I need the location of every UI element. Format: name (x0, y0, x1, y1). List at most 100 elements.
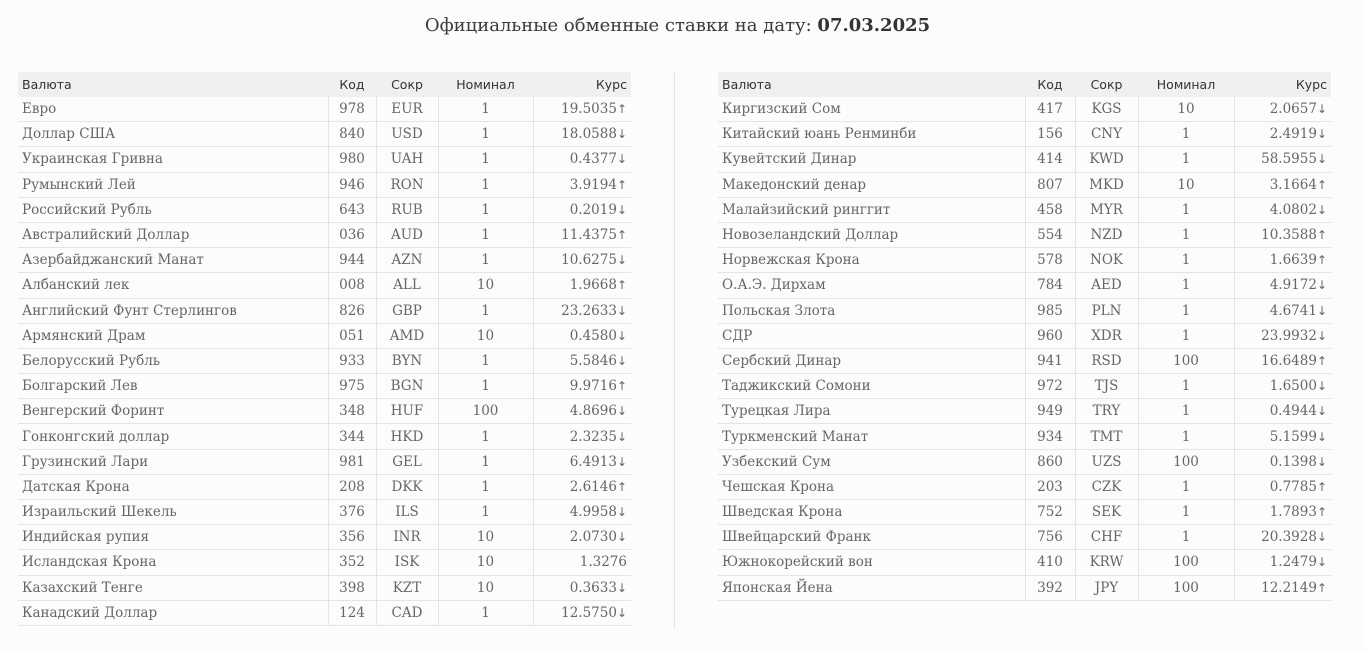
currency-rate: 0.3633↓ (533, 575, 631, 601)
table-row: Туркменский Манат 934 TMT 1 5.1599↓ (718, 423, 1331, 450)
rate-value: 1.6639 (1269, 252, 1317, 269)
rate-value: 0.4580 (569, 327, 617, 344)
currency-code: 784 (1025, 272, 1076, 299)
currency-name: Македонский денар (718, 172, 1026, 198)
column-header-name: Валюта (718, 72, 1025, 97)
rate-value: 1.2479 (1269, 554, 1317, 571)
currency-code: 949 (1025, 398, 1076, 425)
rate-value: 4.9172 (1269, 277, 1317, 294)
currency-code: 203 (1025, 474, 1076, 501)
currency-abbr: KWD (1075, 146, 1139, 173)
currency-nominal: 10 (438, 323, 534, 349)
currency-name: Болгарский Лев (18, 373, 329, 400)
currency-code: 356 (328, 524, 377, 551)
rate-value: 2.3235 (569, 428, 617, 445)
currency-name: Российский Рубль (18, 197, 329, 223)
table-row: Грузинский Лари 981 GEL 1 6.4913↓ (18, 449, 631, 475)
column-header-abbr: Сокр (376, 72, 438, 97)
currency-rate: 58.5955↓ (1234, 146, 1331, 173)
rate-value: 10.6275 (561, 252, 617, 269)
currency-nominal: 1 (1138, 298, 1235, 324)
table-row: Английский Фунт Стерлингов 826 GBP 1 23.2633… (18, 298, 631, 324)
arrow-down-icon: ↓ (1316, 555, 1327, 570)
currency-name: Израильский Шекель (18, 499, 329, 526)
currency-name: Малайзийский ринггит (718, 197, 1026, 223)
currency-abbr: AZN (376, 247, 439, 274)
rate-value: 4.6741 (1269, 302, 1317, 319)
arrow-up-icon: ↑ (616, 102, 627, 117)
currency-abbr: SEK (1075, 499, 1139, 526)
currency-name: Английский Фунт Стерлингов (18, 298, 329, 324)
currency-code: 124 (328, 600, 377, 626)
currency-code: 156 (1025, 121, 1076, 148)
table-row: Израильский Шекель 376 ILS 1 4.9958↓ (18, 499, 631, 526)
currency-nominal: 1 (438, 373, 534, 400)
currency-code: 980 (328, 146, 377, 173)
currency-name: Австралийский Доллар (18, 222, 329, 249)
arrow-down-icon: ↓ (1316, 429, 1327, 444)
table-row: СДР 960 XDR 1 23.9932↓ (718, 323, 1331, 349)
currency-nominal: 1 (438, 348, 534, 375)
rate-value: 23.2633 (561, 302, 617, 319)
currency-name: Новозеландский Доллар (718, 222, 1026, 249)
table-row: Норвежская Крона 578 NOK 1 1.6639↑ (718, 247, 1331, 274)
currency-rate: 12.2149↑ (1234, 575, 1331, 601)
arrow-down-icon: ↓ (616, 580, 627, 595)
currency-rate: 1.2479↓ (1234, 549, 1331, 576)
currency-abbr: ILS (376, 499, 439, 526)
currency-code: 578 (1025, 247, 1076, 274)
currency-code: 398 (328, 575, 377, 601)
currency-code: 941 (1025, 348, 1076, 375)
currency-nominal: 10 (1138, 97, 1235, 123)
arrow-up-icon: ↑ (1316, 580, 1327, 595)
currency-nominal: 1 (438, 222, 534, 249)
table-row: Доллар США 840 USD 1 18.0588↓ (18, 121, 631, 148)
table-row: Австралийский Доллар 036 AUD 1 11.4375↑ (18, 222, 631, 249)
currency-nominal: 10 (438, 549, 534, 576)
rates-table-left-body: Евро 978 EUR 1 19.5035↑ Доллар США 840 USD 1 18.0… (18, 97, 631, 626)
column-header-nominal: Номинал (438, 72, 533, 97)
currency-code: 392 (1025, 575, 1076, 601)
rate-value: 1.7893 (1269, 504, 1317, 521)
currency-code: 376 (328, 499, 377, 526)
rate-value: 2.0730 (569, 529, 617, 546)
rate-value: 12.2149 (1261, 579, 1317, 596)
arrow-down-icon: ↓ (1316, 278, 1327, 293)
arrow-down-icon: ↓ (1316, 202, 1327, 217)
currency-name: Доллар США (18, 121, 329, 148)
table-row: Таджикский Сомони 972 TJS 1 1.6500↓ (718, 373, 1331, 400)
table-row: Южнокорейский вон 410 KRW 100 1.2479↓ (718, 549, 1331, 576)
currency-nominal: 1 (1138, 323, 1235, 349)
table-row: Датская Крона 208 DKK 1 2.6146↑ (18, 474, 631, 501)
currency-name: Грузинский Лари (18, 449, 329, 475)
rate-value: 2.4919 (1269, 126, 1317, 143)
currency-name: Таджикский Сомони (718, 373, 1026, 400)
currency-name: Туркменский Манат (718, 423, 1026, 450)
currency-name: Узбекский Сум (718, 449, 1026, 475)
currency-name: Индийская рупия (18, 524, 329, 551)
currency-rate: 2.4919↓ (1234, 121, 1331, 148)
currency-code: 975 (328, 373, 377, 400)
currency-nominal: 1 (1138, 474, 1235, 501)
currency-rate: 1.7893↑ (1234, 499, 1331, 526)
rate-value: 10.3588 (1261, 227, 1317, 244)
currency-rate: 4.8696↓ (533, 398, 631, 425)
currency-abbr: ISK (376, 549, 439, 576)
currency-nominal: 1 (438, 449, 534, 475)
currency-code: 978 (328, 97, 377, 123)
currency-rate: 5.5846↓ (533, 348, 631, 375)
currency-rate: 11.4375↑ (533, 222, 631, 249)
currency-abbr: CAD (376, 600, 439, 626)
currency-rate: 23.2633↓ (533, 298, 631, 324)
currency-abbr: CNY (1075, 121, 1139, 148)
column-header-code: Код (1025, 72, 1075, 97)
arrow-up-icon: ↑ (616, 278, 627, 293)
arrow-down-icon: ↓ (1316, 152, 1327, 167)
arrow-down-icon: ↓ (1316, 102, 1327, 117)
currency-name: Армянский Драм (18, 323, 329, 349)
rate-value: 18.0588 (561, 126, 617, 143)
currency-nominal: 1 (1138, 197, 1235, 223)
currency-nominal: 1 (438, 499, 534, 526)
currency-name: Киргизский Сом (718, 97, 1026, 123)
currency-code: 208 (328, 474, 377, 501)
